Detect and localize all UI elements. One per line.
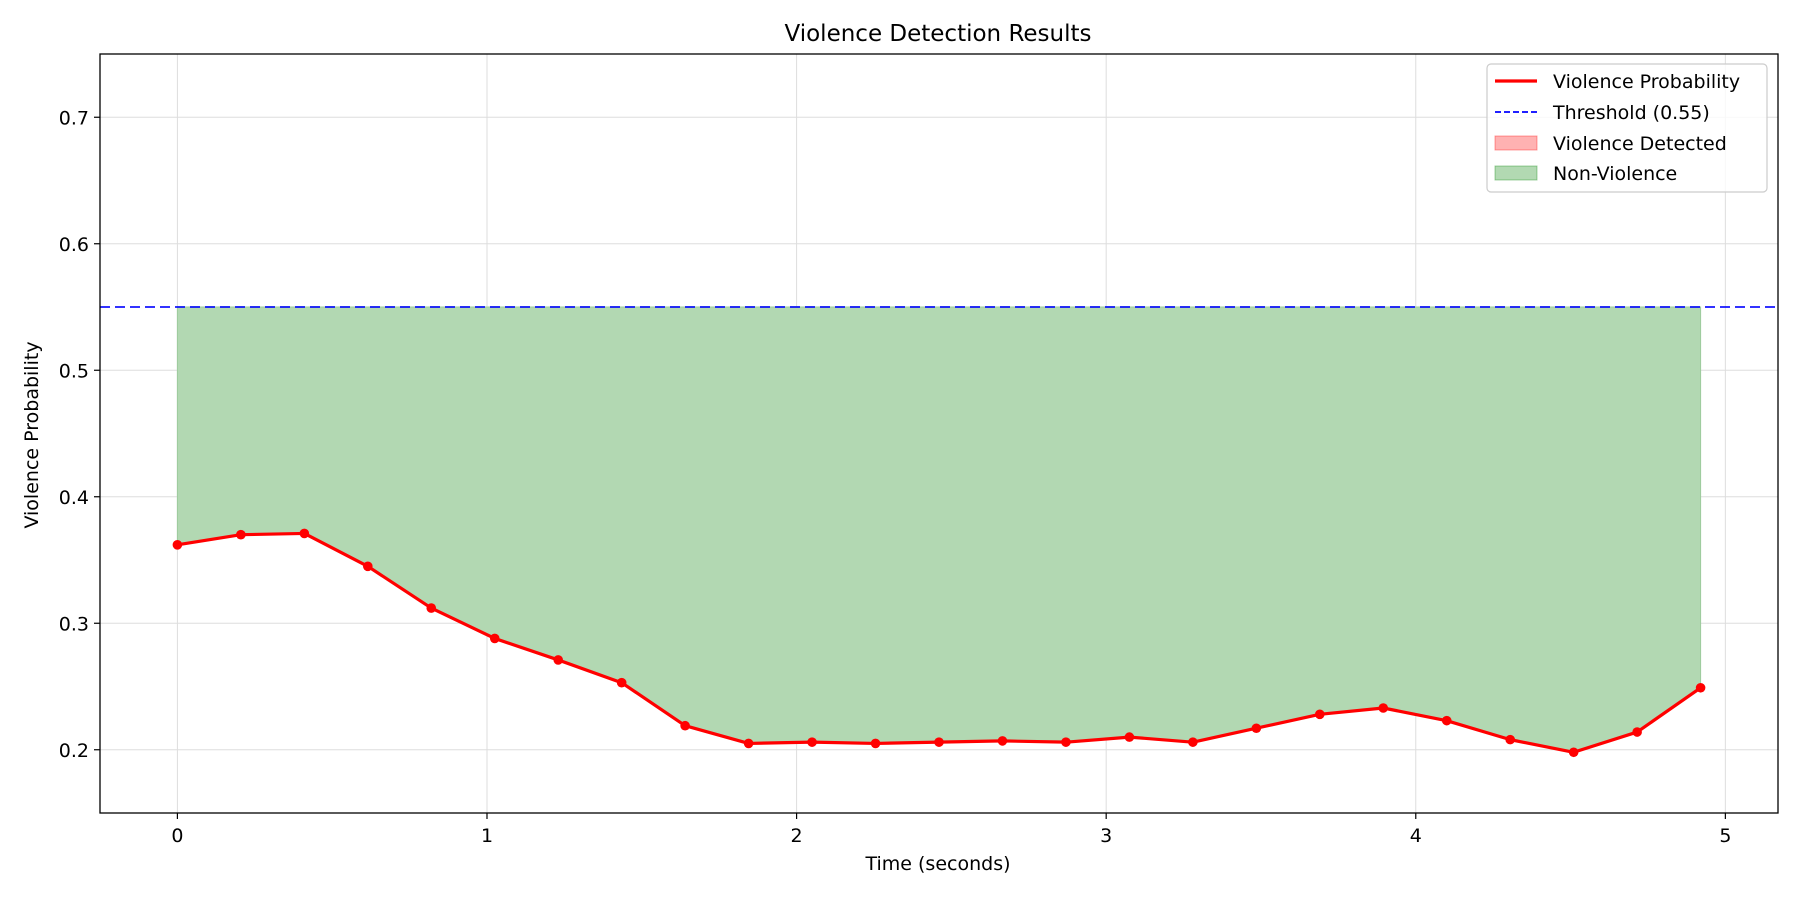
legend-label: Non-Violence <box>1553 163 1677 185</box>
data-point <box>680 720 690 731</box>
data-point <box>553 655 563 665</box>
data-point <box>1568 747 1579 758</box>
data-point <box>1251 723 1262 734</box>
data-point <box>1441 715 1452 726</box>
legend-patch-marker <box>1494 165 1538 181</box>
y-axis-title: Violence Probability <box>21 341 43 528</box>
y-tick-label: 0.4 <box>59 487 89 509</box>
x-tick-label: 0 <box>171 825 183 847</box>
y-tick-label: 0.6 <box>59 234 89 256</box>
plot-frame <box>99 53 1779 814</box>
data-point <box>1505 734 1516 745</box>
legend-patch-marker <box>1494 135 1538 151</box>
data-point <box>236 529 246 540</box>
data-point <box>1124 732 1135 742</box>
y-tick-label: 0.7 <box>59 107 89 129</box>
data-point <box>743 738 754 749</box>
data-point <box>1378 703 1389 713</box>
data-point <box>934 737 944 747</box>
data-point <box>362 561 373 572</box>
ticks-layer: 0 1 2 3 4 5 0.2 0.3 0.4 0.5 0.6 0.7 <box>59 107 1732 847</box>
x-tick-label: 5 <box>1719 825 1731 847</box>
y-tick-label: 0.2 <box>59 740 89 762</box>
data-point <box>1632 727 1642 737</box>
x-axis-title: Time (seconds) <box>864 853 1010 875</box>
data-point <box>299 528 310 539</box>
legend: Violence Probability Threshold (0.55) Viol… <box>1486 63 1768 193</box>
chart-title: Violence Detection Results <box>784 21 1091 47</box>
y-tick-label: 0.3 <box>59 613 89 635</box>
series-layer <box>172 528 1706 758</box>
legend-box <box>1486 63 1768 193</box>
y-tick-label: 0.5 <box>59 360 89 382</box>
data-point <box>997 736 1008 746</box>
data-point <box>1188 737 1198 747</box>
legend-label: Threshold (0.55) <box>1552 102 1710 124</box>
x-tick-label: 3 <box>1100 825 1112 847</box>
legend-label: Violence Probability <box>1553 71 1740 93</box>
data-point <box>1061 737 1071 747</box>
data-point <box>172 540 183 550</box>
data-point <box>426 603 437 613</box>
data-point <box>807 737 817 747</box>
data-point <box>616 677 627 688</box>
x-tick-label: 1 <box>481 825 493 847</box>
x-tick-label: 2 <box>791 825 803 847</box>
x-tick-label: 4 <box>1410 825 1422 847</box>
data-point <box>1695 682 1706 693</box>
data-point <box>489 633 500 644</box>
data-point <box>1315 709 1325 720</box>
legend-label: Violence Detected <box>1553 133 1727 155</box>
data-point <box>870 738 881 749</box>
